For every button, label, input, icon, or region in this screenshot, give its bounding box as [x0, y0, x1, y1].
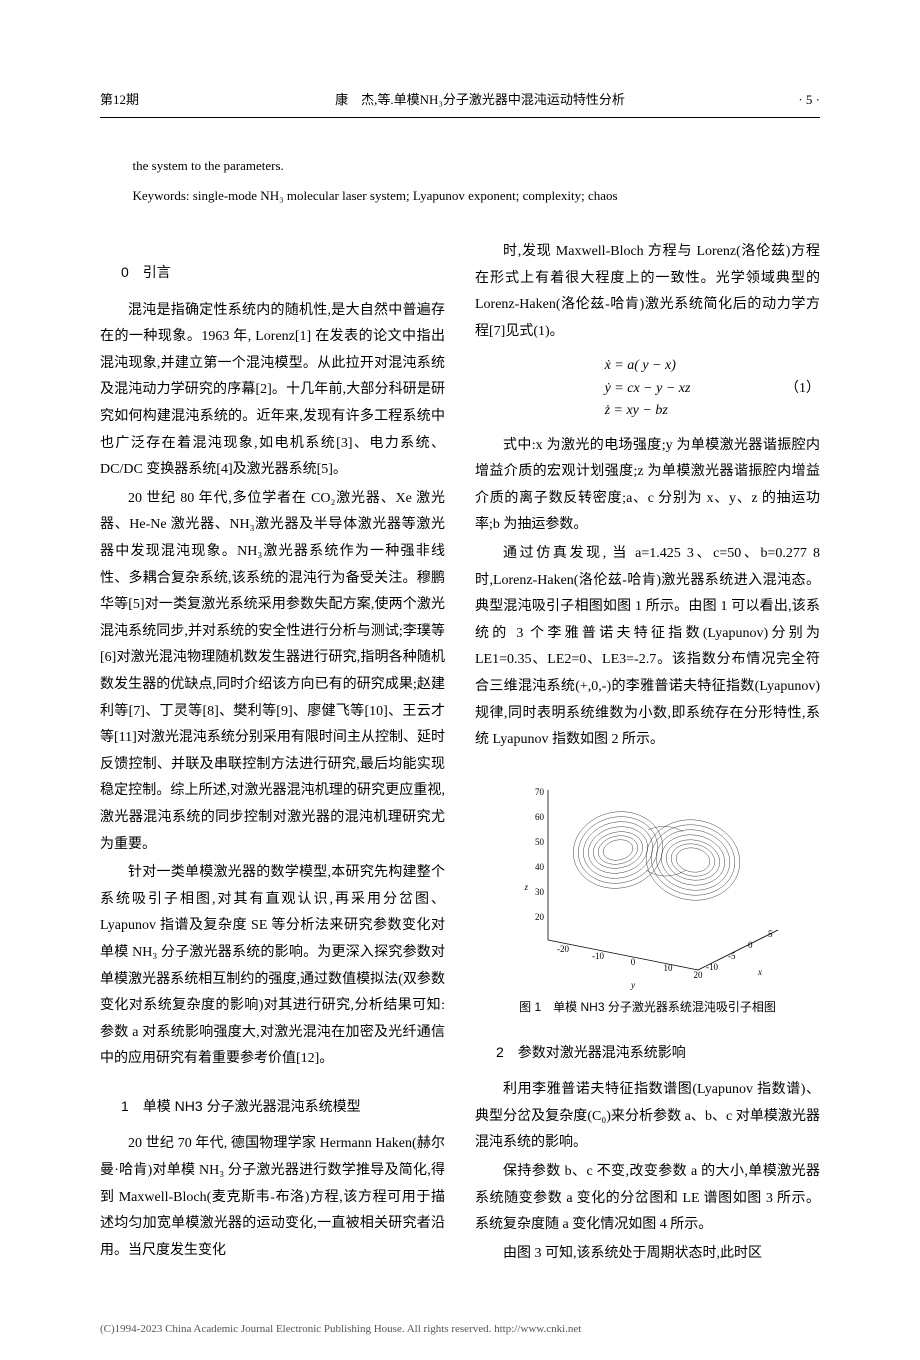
svg-text:-10: -10 [592, 951, 604, 961]
sec0-p1: 混沌是指确定性系统内的随机性,是大自然中普遍存在的一种现象。1963 年, Lo… [100, 298, 445, 484]
svg-text:-10: -10 [706, 962, 718, 972]
svg-text:0: 0 [748, 940, 753, 950]
svg-text:0: 0 [630, 957, 635, 967]
svg-text:5: 5 [768, 929, 773, 939]
right-p3: 通过仿真发现, 当 a=1.425 3、c=50、b=0.277 8 时,Lor… [475, 541, 820, 754]
eq-line1: ẋ = a( y − x) [605, 355, 691, 377]
page-number: · 5 · [760, 88, 820, 113]
svg-text:-20: -20 [557, 944, 569, 954]
sec0-p2: 20 世纪 80 年代,多位学者在 CO₂激光器、Xe 激光器、He-Ne 激光… [100, 486, 445, 858]
left-column: 0 引言 混沌是指确定性系统内的随机性,是大自然中普遍存在的一种现象。1963 … [100, 239, 445, 1269]
keywords-label: Keywords: [133, 188, 190, 203]
right-p1: 时,发现 Maxwell-Bloch 方程与 Lorenz(洛伦兹)方程在形式上… [475, 239, 820, 345]
right-p2: 式中:x 为激光的电场强度;y 为单模激光器谐振腔内增益介质的宏观计划强度;z … [475, 433, 820, 539]
attractor-plot: 70 60 50 40 30 20 z -20 -10 0 10 20 [498, 770, 798, 990]
sec1-p1: 20 世纪 70 年代, 德国物理学家 Hermann Haken(赫尔曼·哈肯… [100, 1131, 445, 1264]
right-p5: 保持参数 b、c 不变,改变参数 a 的大小,单模激光器系统随变参数 a 变化的… [475, 1159, 820, 1239]
eq-line2: ẏ = cx − y − xz [605, 378, 691, 400]
footer-copyright: (C)1994-2023 China Academic Journal Elec… [0, 1309, 920, 1360]
right-column: 时,发现 Maxwell-Bloch 方程与 Lorenz(洛伦兹)方程在形式上… [475, 239, 820, 1269]
figure-1-caption: 图 1 单模 NH3 分子激光器系统混沌吸引子相图 [475, 996, 820, 1019]
svg-text:20: 20 [693, 970, 703, 980]
issue-number: 第12期 [100, 88, 200, 113]
equation-1: ẋ = a( y − x) ẏ = cx − y − xz ż = xy − b… [475, 355, 820, 422]
eq-line3: ż = xy − bz [605, 400, 691, 422]
svg-text:50: 50 [535, 837, 545, 847]
sec0-p3: 针对一类单模激光器的数学模型,本研究先构建整个系统吸引子相图,对其有直观认识,再… [100, 860, 445, 1073]
section-2-title: 2 参数对激光器混沌系统影响 [475, 1039, 820, 1066]
svg-text:70: 70 [535, 787, 545, 797]
svg-text:y: y [630, 980, 635, 990]
svg-text:z: z [523, 882, 528, 892]
keywords-line: Keywords: single-mode NH₃ molecular lase… [100, 184, 820, 209]
keywords-text: single-mode NH₃ molecular laser system; … [190, 188, 618, 203]
section-1-title: 1 单模 NH3 分子激光器混沌系统模型 [100, 1093, 445, 1120]
running-header: 第12期 康 杰,等.单模NH₃分子激光器中混沌运动特性分析 · 5 · [100, 88, 820, 118]
svg-text:x: x [757, 967, 762, 977]
svg-text:60: 60 [535, 812, 545, 822]
eq-number: （1） [785, 376, 820, 403]
right-p6: 由图 3 可知,该系统处于周期状态时,此时区 [475, 1241, 820, 1268]
right-p4: 利用李雅普诺夫特征指数谱图(Lyapunov 指数谱)、典型分岔及复杂度(C₀)… [475, 1077, 820, 1157]
section-0-title: 0 引言 [100, 259, 445, 286]
running-title: 康 杰,等.单模NH₃分子激光器中混沌运动特性分析 [200, 88, 760, 113]
svg-text:30: 30 [535, 887, 545, 897]
abstract-tail: the system to the parameters. [100, 154, 820, 179]
svg-text:-5: -5 [728, 951, 736, 961]
svg-text:10: 10 [663, 963, 673, 973]
svg-text:20: 20 [535, 912, 545, 922]
svg-text:40: 40 [535, 862, 545, 872]
figure-1: 70 60 50 40 30 20 z -20 -10 0 10 20 [475, 770, 820, 1019]
